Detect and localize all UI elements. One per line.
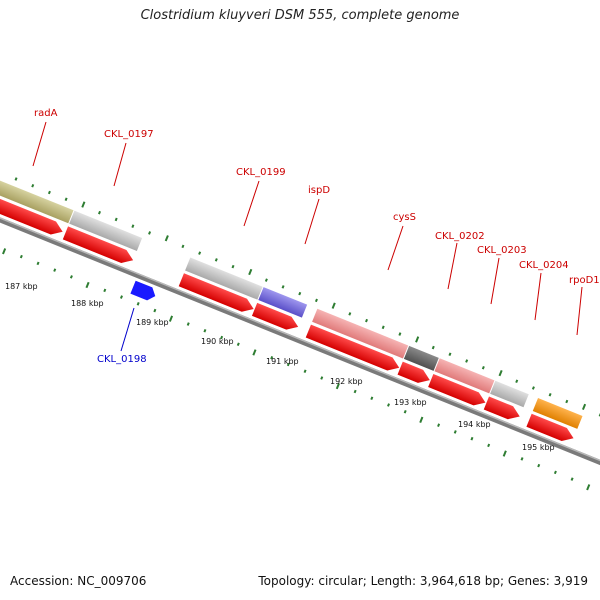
cds-arrows <box>0 191 574 441</box>
lower-tick-row <box>2 248 591 491</box>
label-CKL_0204: CKL_0204 <box>519 260 569 271</box>
upper-tick-row <box>14 177 600 417</box>
scale-label-193: 193 kbp <box>394 398 427 407</box>
gene-CKL_0202[interactable] <box>403 345 439 371</box>
label-CKL_0199: CKL_0199 <box>236 167 286 178</box>
scale-label-187: 187 kbp <box>5 282 38 291</box>
genome-backbone <box>0 199 600 475</box>
gene-radA[interactable] <box>0 175 74 224</box>
gene-CKL_0199[interactable] <box>185 257 263 300</box>
gene-CKL_0203[interactable] <box>434 358 495 394</box>
gene-rpoD1[interactable] <box>532 397 583 429</box>
accession-text: Accession: NC_009706 <box>10 574 147 588</box>
leader-line-CKL_0198 <box>120 307 135 352</box>
scale-label-194: 194 kbp <box>458 420 491 429</box>
gene-ispD[interactable] <box>258 287 308 318</box>
gene-CKL_0198[interactable] <box>130 280 157 303</box>
label-CKL_0197: CKL_0197 <box>104 129 154 140</box>
gene-CKL_0197[interactable] <box>69 210 143 251</box>
topology-text: Topology: circular; Length: 3,964,618 bp… <box>258 574 588 588</box>
label-radA: radA <box>34 108 58 119</box>
leader-lines <box>32 121 583 336</box>
label-CKL_0203: CKL_0203 <box>477 245 527 256</box>
scale-label-190: 190 kbp <box>201 337 234 346</box>
label-ispD: ispD <box>308 185 330 196</box>
scale-label-189: 189 kbp <box>136 318 169 327</box>
scale-label-192: 192 kbp <box>330 377 363 386</box>
label-CKL_0202: CKL_0202 <box>435 231 485 242</box>
scale-label-195: 195 kbp <box>522 443 555 452</box>
label-CKL_0198: CKL_0198 <box>97 354 147 365</box>
diagram-title: Clostridium kluyveri DSM 555, complete g… <box>140 8 460 23</box>
label-cysS: cysS <box>393 212 416 223</box>
scale-label-188: 188 kbp <box>71 299 104 308</box>
label-rpoD1: rpoD1 <box>569 275 600 286</box>
gene-CKL_0204[interactable] <box>490 380 529 408</box>
scale-label-191: 191 kbp <box>266 357 299 366</box>
gene-cysS[interactable] <box>312 308 409 359</box>
